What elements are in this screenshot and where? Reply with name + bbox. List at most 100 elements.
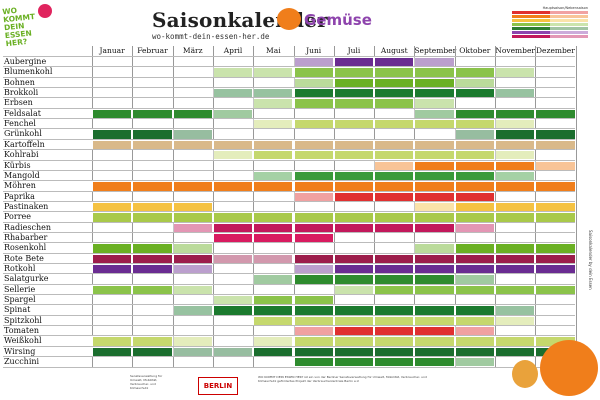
month-header: Juni [306, 46, 322, 55]
vegetable-name: Spargel [4, 295, 36, 305]
row-divider [3, 190, 575, 192]
column-divider [414, 46, 416, 368]
legend-swatch [512, 27, 588, 30]
row-divider [3, 345, 575, 347]
month-header: März [182, 46, 203, 55]
row-divider [3, 97, 575, 99]
vegetable-name: Paprika [4, 191, 35, 201]
row-divider [3, 107, 575, 109]
row-divider [3, 66, 575, 68]
pumpkin-icon [277, 8, 301, 30]
vegetable-name: Aubergine [4, 57, 47, 66]
vegetable-name: Spitzkohl [4, 315, 42, 325]
vegetable-name: Salatgurke [4, 274, 49, 284]
category-title: Gemüse [304, 11, 372, 29]
legend-swatch [512, 31, 588, 34]
row-divider [3, 56, 575, 57]
row-divider [3, 283, 575, 285]
column-divider [293, 46, 295, 368]
pumpkin-icon [540, 340, 598, 396]
vegetable-name: Rosenkohl [4, 243, 47, 253]
row-divider [3, 128, 575, 130]
month-header: April [223, 46, 243, 55]
month-header: Mai [266, 46, 281, 55]
row-divider [3, 87, 575, 89]
month-header: Februar [137, 46, 168, 55]
legend-swatch [512, 19, 588, 22]
vegetable-name: Mangold [4, 170, 40, 180]
footer-text: WO KOMMT DEIN ESSEN HER? ist ein von der… [258, 375, 427, 383]
row-divider [3, 325, 575, 327]
vegetable-name: Bohnen [4, 77, 35, 87]
vegetable-name: Erbsen [4, 98, 33, 108]
month-header: September [414, 46, 457, 55]
heart-icon [38, 4, 52, 18]
month-header: August [380, 46, 408, 55]
row-divider [3, 76, 575, 78]
column-divider [374, 46, 376, 368]
row-divider [3, 149, 575, 151]
row-divider [3, 252, 575, 254]
legend-swatch [512, 23, 588, 26]
legend-swatch [512, 15, 588, 18]
vegetable-name: Rotkohl [4, 264, 36, 273]
column-divider [575, 46, 577, 368]
row-divider [3, 118, 575, 120]
vegetable-name: Grünkohl [4, 129, 42, 139]
logo: WO KOMMT DEIN ESSEN HER? [2, 2, 56, 50]
legend-swatch [512, 11, 588, 14]
month-header: Juli [347, 46, 361, 55]
row-divider [3, 221, 575, 223]
vegetable-name: Kohlrabi [4, 150, 39, 160]
legend-title: Hauptsaison/Nebensaison [542, 6, 588, 10]
vegetable-name: Weißkohl [4, 336, 42, 346]
row-divider [3, 242, 575, 244]
vegetable-name: Spinat [4, 305, 31, 315]
vegetable-name: Kürbis [4, 160, 31, 170]
vegetable-name: Rhabarber [4, 232, 48, 242]
month-header: Januar [99, 46, 125, 55]
row-divider [3, 304, 575, 306]
row-divider [3, 169, 575, 171]
month-header: Oktober [459, 46, 491, 55]
column-divider [253, 46, 255, 368]
footer: Senatsverwaltung für Umwelt, Mobilität, … [98, 374, 578, 398]
month-header: Dezember [536, 46, 575, 55]
vegetable-name: Fenchel [4, 119, 36, 129]
row-divider [3, 200, 575, 202]
vegetable-name: Zucchini [4, 357, 40, 367]
row-divider [3, 138, 575, 140]
vegetable-name: Kartoffeln [4, 139, 45, 149]
side-credit: Saisonkalender by dein Essen [588, 230, 593, 290]
row-divider [3, 314, 575, 316]
vegetable-name: Feldsalat [4, 108, 41, 118]
month-header: November [495, 46, 535, 55]
footer-sponsor: Senatsverwaltung für Umwelt, Mobilität, … [130, 374, 163, 390]
vegetable-name: Möhren [4, 181, 36, 191]
vegetable-name: Brokkoli [4, 88, 39, 98]
vegetable-name: Tomaten [4, 326, 39, 336]
berlin-logo: BERLIN [198, 377, 238, 395]
row-divider [3, 263, 575, 264]
row-divider [3, 294, 575, 296]
row-divider [3, 180, 575, 182]
column-divider [333, 46, 335, 368]
pumpkin-icon [512, 360, 538, 388]
vegetable-name: Porree [4, 212, 31, 222]
vegetable-name: Radieschen [4, 222, 52, 232]
legend-swatch [512, 35, 588, 38]
row-divider [3, 335, 575, 337]
vegetable-name: Blumenkohl [4, 67, 53, 77]
row-divider [3, 159, 575, 161]
row-divider [3, 231, 575, 233]
vegetable-name: Wirsing [4, 346, 36, 356]
vegetable-name: Rote Bete [4, 253, 44, 263]
column-divider [212, 46, 214, 368]
row-divider [3, 211, 575, 213]
row-divider [3, 366, 575, 368]
row-divider [3, 273, 575, 275]
vegetable-name: Sellerie [4, 284, 36, 294]
row-divider [3, 356, 575, 358]
website-url: wo-kommt-dein-essen-her.de [152, 32, 270, 41]
